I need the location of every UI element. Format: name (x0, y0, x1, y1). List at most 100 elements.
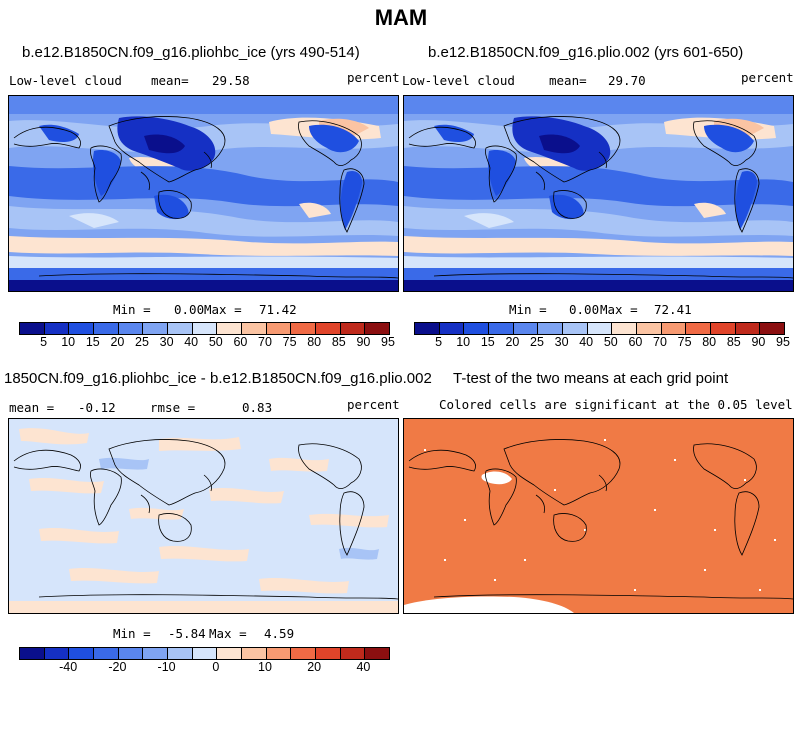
colorbar-swatch (637, 323, 662, 334)
max-label-bottom-left: Max = (209, 626, 247, 641)
mean-value-top-right: 29.70 (608, 73, 646, 88)
min-label-bottom-left: Min = (113, 626, 151, 641)
colorbar-swatch (217, 648, 243, 659)
mean-label-top-right: mean= (549, 73, 587, 88)
colorbar-swatch (266, 323, 292, 334)
colorbar-swatch (489, 323, 514, 334)
colorbar-swatch (143, 648, 169, 659)
colorbar-swatch (513, 323, 539, 334)
colorbar-tick-label: -20 (108, 660, 127, 674)
colorbar-swatch (20, 323, 45, 334)
colorbar-tick-label: 40 (356, 660, 371, 674)
min-label-top-right: Min = (509, 302, 547, 317)
colorbar-tick-label: 50 (603, 335, 618, 349)
colorbar-swatch (192, 323, 218, 334)
colorbar-tick-label: 15 (480, 335, 495, 349)
colorbar-top-left (19, 322, 390, 335)
colorbar-swatch (760, 323, 785, 334)
rmse-value-bottom-left: 0.83 (242, 400, 273, 415)
units-label-bottom-left: percent (347, 397, 400, 412)
colorbar-swatch (365, 323, 390, 334)
colorbar-swatch (316, 648, 341, 659)
colorbar-tick-label: 90 (356, 335, 371, 349)
colorbar-tick-label: -40 (59, 660, 78, 674)
colorbar-bottom-left (19, 647, 390, 660)
colorbar-tick-label: 30 (159, 335, 174, 349)
colorbar-swatch (242, 648, 267, 659)
colorbar-tick-label: 30 (554, 335, 569, 349)
colorbar-swatch (464, 323, 490, 334)
max-value-top-left: 71.42 (259, 302, 297, 317)
variable-label-top-left: Low-level cloud (9, 73, 122, 88)
colorbar-tick-label: 80 (307, 335, 322, 349)
colorbar-swatch (266, 648, 292, 659)
colorbar-tick-label: 20 (505, 335, 520, 349)
colorbar-swatch (143, 323, 169, 334)
colorbar-swatch (686, 323, 712, 334)
colorbar-swatch (612, 323, 638, 334)
map-bottom-left (8, 418, 399, 614)
colorbar-tick-label: 40 (184, 335, 199, 349)
colorbar-swatch (168, 323, 193, 334)
colorbar-swatch (242, 323, 267, 334)
colorbar-tick-label: 70 (653, 335, 667, 349)
colorbar-swatch (365, 648, 390, 659)
colorbar-tick-label: 40 (579, 335, 594, 349)
colorbar-swatch (340, 648, 366, 659)
colorbar-tick-label: 0 (212, 660, 220, 674)
colorbar-swatch (291, 323, 317, 334)
colorbar-tick-label: 20 (307, 660, 322, 674)
significance-note: Colored cells are significant at the 0.0… (439, 397, 793, 412)
colorbar-swatch (94, 648, 119, 659)
rmse-label-bottom-left: rmse = (150, 400, 196, 415)
mean-value-bottom-left: -0.12 (78, 400, 116, 415)
colorbar-swatch (118, 323, 144, 334)
colorbar-tick-label: 75 (282, 335, 297, 349)
units-label-top-left: percent (347, 70, 400, 85)
colorbar-swatch (69, 323, 95, 334)
colorbar-swatch (118, 648, 144, 659)
colorbar-tick-label: 95 (381, 335, 395, 349)
mean-label-top-left: mean= (151, 73, 189, 88)
colorbar-tick-label: 10 (258, 660, 272, 674)
panel-title-top-left: b.e12.B1850CN.f09_g16.pliohbc_ice (yrs 4… (22, 44, 360, 61)
colorbar-tick-label: 75 (677, 335, 692, 349)
colorbar-swatch (20, 648, 45, 659)
panel-title-bottom-right: T-test of the two means at each grid poi… (453, 370, 729, 387)
colorbar-tick-label: 5 (40, 335, 48, 349)
season-title: MAM (374, 5, 428, 30)
ttest-significance-map (404, 419, 793, 613)
colorbar-ticks-top-left: 5 10 15 20 25 30 40 50 60 70 75 80 85 90 95 (19, 335, 395, 351)
map-bottom-right (403, 418, 794, 614)
colorbar-tick-label: 95 (776, 335, 790, 349)
colorbar-swatch (661, 323, 687, 334)
colorbar-swatch (44, 648, 70, 659)
difference-field-map (9, 419, 398, 613)
colorbar-swatch (94, 323, 119, 334)
colorbar-tick-label: 25 (530, 335, 544, 349)
colorbar-swatch (415, 323, 440, 334)
map-top-left (8, 95, 399, 292)
colorbar-swatch (316, 323, 341, 334)
colorbar-tick-label: 20 (110, 335, 125, 349)
colorbar-swatch (69, 648, 95, 659)
mean-label-bottom-left: mean = (9, 400, 55, 415)
colorbar-tick-label: 15 (85, 335, 100, 349)
colorbar-swatch (340, 323, 366, 334)
panel-title-top-right: b.e12.B1850CN.f09_g16.plio.002 (yrs 601-… (428, 44, 744, 61)
panel-title-bottom-left: 1850CN.f09_g16.pliohbc_ice - b.e12.B1850… (4, 370, 432, 387)
colorbar-swatch (44, 323, 70, 334)
max-value-top-right: 72.41 (654, 302, 692, 317)
colorbar-swatch (587, 323, 613, 334)
colorbar-swatch (439, 323, 465, 334)
colorbar-tick-label: 85 (331, 335, 346, 349)
max-value-bottom-left: 4.59 (264, 626, 295, 641)
cloud-field-map (9, 96, 398, 291)
colorbar-ticks-bottom-left: -40 -20 -10 0 10 20 40 (19, 660, 388, 676)
units-label-top-right: percent (741, 70, 794, 85)
colorbar-tick-label: 10 (61, 335, 76, 349)
colorbar-tick-label: -10 (157, 660, 176, 674)
colorbar-swatch (735, 323, 761, 334)
ttest-fill (404, 419, 793, 613)
colorbar-swatch (168, 648, 193, 659)
